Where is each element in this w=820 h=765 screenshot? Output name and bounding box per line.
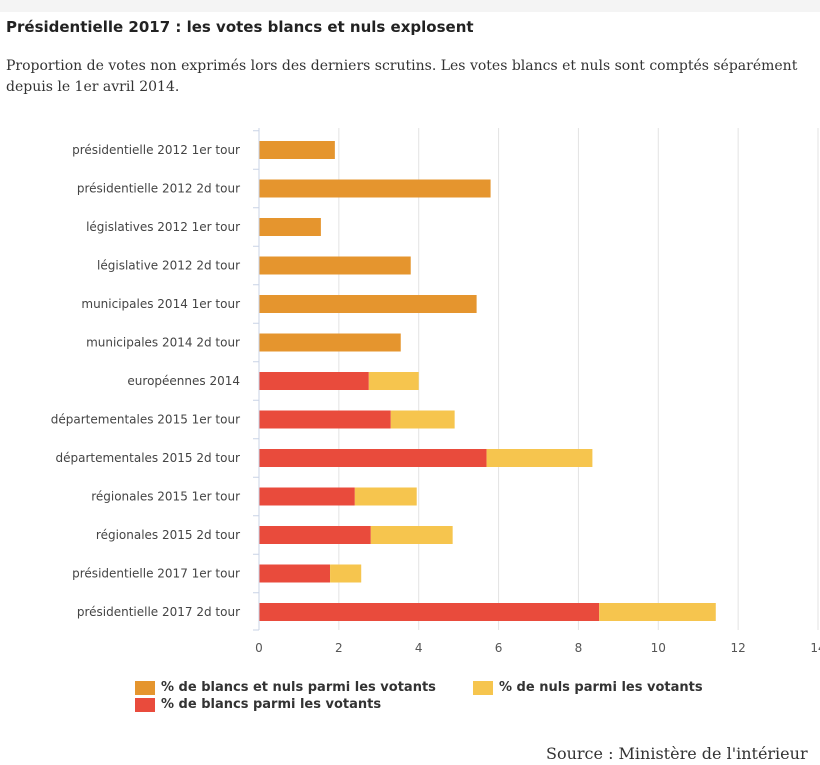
legend-item-nuls[interactable]: % de nuls parmi les votants <box>473 680 703 695</box>
bar-segment <box>259 218 321 236</box>
y-tick-label: municipales 2014 1er tour <box>81 297 240 311</box>
bar-segment <box>259 449 487 467</box>
bar-segment <box>330 564 362 583</box>
x-tick-label: 14 <box>810 641 820 655</box>
bar-segment <box>354 487 417 506</box>
source-note: Source : Ministère de l'intérieur <box>546 744 808 763</box>
y-tick-label: présidentielle 2012 2d tour <box>77 182 240 196</box>
x-tick-label: 6 <box>495 641 503 655</box>
bar-segment <box>259 526 371 544</box>
y-tick-label: présidentielle 2012 1er tour <box>72 143 240 157</box>
x-tick-label: 0 <box>255 641 263 655</box>
bar-segment <box>259 141 335 159</box>
x-tick-label: 2 <box>335 641 343 655</box>
y-tick-label: régionales 2015 1er tour <box>91 490 240 504</box>
x-tick-label: 4 <box>415 641 423 655</box>
chart-title: Présidentielle 2017 : les votes blancs e… <box>6 18 474 36</box>
bar-segment <box>370 526 453 544</box>
bar-segment <box>486 449 593 467</box>
bar-segment <box>390 410 455 429</box>
legend-label: % de blancs parmi les votants <box>161 697 382 712</box>
bar-segment <box>259 410 391 429</box>
legend-item-blancs[interactable]: % de blancs parmi les votants <box>135 697 381 712</box>
x-tick-label: 8 <box>575 641 583 655</box>
y-tick-label: municipales 2014 2d tour <box>86 336 240 350</box>
y-tick-label: départementales 2015 2d tour <box>55 451 240 465</box>
legend-swatch <box>135 680 155 695</box>
x-tick-label: 12 <box>731 641 746 655</box>
bar-segment <box>259 179 491 198</box>
bar-segment <box>368 372 419 390</box>
legend-swatch <box>135 697 155 712</box>
y-tick-label: législatives 2012 1er tour <box>86 220 240 234</box>
y-tick-label: législative 2012 2d tour <box>97 259 240 273</box>
chart-subtitle: Proportion de votes non exprimés lors de… <box>6 58 798 95</box>
y-tick-label: présidentielle 2017 2d tour <box>77 605 240 619</box>
legend-item-blancs-nuls[interactable]: % de blancs et nuls parmi les votants <box>135 680 436 695</box>
legend-label: % de nuls parmi les votants <box>499 680 703 695</box>
bars <box>259 141 716 621</box>
bar-segment <box>259 256 411 275</box>
bar-segment <box>259 603 600 621</box>
y-tick-label: présidentielle 2017 1er tour <box>72 567 240 581</box>
y-tick-label: régionales 2015 2d tour <box>96 528 240 542</box>
bar-segment <box>259 487 355 506</box>
bar-segment <box>259 295 477 313</box>
bar-chart: 0 2 4 6 8 10 12 14 présidentielle 2012 1er tour p… <box>51 128 820 655</box>
bar-segment <box>599 603 716 621</box>
bar-segment <box>259 372 369 390</box>
legend-swatch <box>473 680 493 695</box>
bar-segment <box>259 564 331 583</box>
x-tick-label: 10 <box>651 641 666 655</box>
y-tick-label: européennes 2014 <box>127 374 240 388</box>
y-tick-label: départementales 2015 1er tour <box>51 413 240 427</box>
axes: 0 2 4 6 8 10 12 14 présidentielle 2012 1er tour p… <box>51 128 820 655</box>
bar-segment <box>259 333 401 352</box>
legend-label: % de blancs et nuls parmi les votants <box>161 680 436 695</box>
